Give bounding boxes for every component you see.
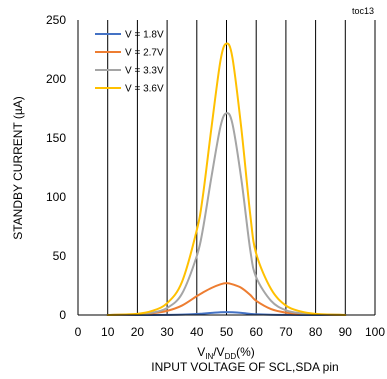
x-tick-label: 40 <box>190 325 204 339</box>
y-tick-label: 100 <box>46 190 66 204</box>
x-tick-label: 30 <box>160 325 174 339</box>
grid <box>107 20 376 315</box>
legend: V = 1.8V V = 2.7V V = 3.3V V = 3.6V <box>95 30 164 95</box>
x-tick-label: 80 <box>309 325 323 339</box>
series-line-4 <box>106 42 347 316</box>
x-tick-label: 100 <box>365 325 385 339</box>
x-axis-subtitle: INPUT VOLTAGE OF SCL,SDA pin <box>151 360 338 374</box>
x-axis-title-sub-in: IN <box>205 352 213 361</box>
x-axis-title: VIN/VDD(%) <box>197 345 255 361</box>
series-line-3 <box>106 112 347 316</box>
legend-label-3: V = 3.3V <box>125 66 164 77</box>
series-line-2 <box>106 282 347 316</box>
chart-tag: toc13 <box>352 6 374 16</box>
y-tick-label: 50 <box>53 249 67 263</box>
x-tick-label: 0 <box>75 325 82 339</box>
x-tick-label: 70 <box>279 325 293 339</box>
y-tick-label: 150 <box>46 131 66 145</box>
x-axis-title-slash: /V <box>213 345 224 359</box>
y-axis-title: STANDBY CURRENT (µA) <box>11 96 25 240</box>
x-axis-title-v: V <box>197 345 205 359</box>
x-tick-label: 60 <box>250 325 264 339</box>
tick-labels: 0 10 20 30 40 50 60 70 80 90 100 0 50 100 150 200 250 <box>46 13 385 339</box>
x-axis-title-unit: (%) <box>236 345 255 359</box>
legend-label-4: V = 3.6V <box>125 84 164 95</box>
x-tick-label: 10 <box>101 325 115 339</box>
legend-label-2: V = 2.7V <box>125 48 164 59</box>
y-tick-label: 0 <box>59 308 66 322</box>
legend-label-1: V = 1.8V <box>125 30 164 41</box>
x-tick-label: 50 <box>220 325 234 339</box>
y-tick-label: 250 <box>46 13 66 27</box>
x-tick-label: 20 <box>131 325 145 339</box>
axes <box>77 20 375 316</box>
y-tick-label: 200 <box>46 72 66 86</box>
x-tick-label: 90 <box>339 325 353 339</box>
x-axis-title-sub-dd: DD <box>225 352 237 361</box>
